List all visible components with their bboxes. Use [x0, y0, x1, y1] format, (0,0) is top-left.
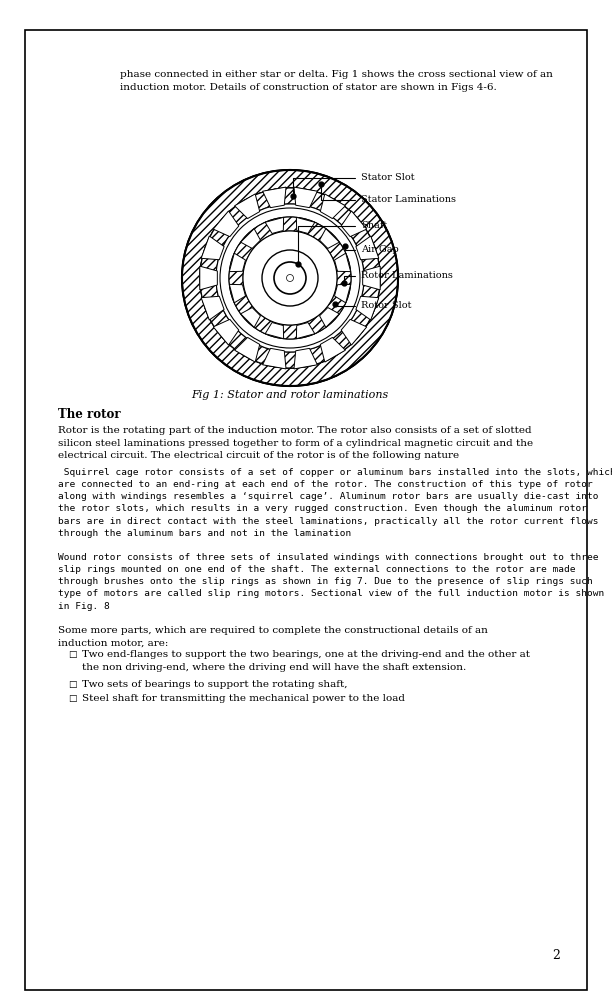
- Text: Rotor Laminations: Rotor Laminations: [361, 271, 453, 280]
- Text: Stator Laminations: Stator Laminations: [361, 196, 456, 205]
- Polygon shape: [265, 323, 283, 339]
- Polygon shape: [296, 218, 315, 234]
- Wedge shape: [200, 188, 380, 368]
- Polygon shape: [201, 296, 224, 320]
- Polygon shape: [234, 338, 259, 362]
- Polygon shape: [213, 320, 239, 345]
- Polygon shape: [200, 266, 217, 290]
- Polygon shape: [320, 194, 345, 219]
- Text: □: □: [68, 680, 76, 689]
- Circle shape: [229, 217, 351, 339]
- Polygon shape: [296, 323, 315, 339]
- Circle shape: [262, 250, 318, 306]
- Text: Air Gap: Air Gap: [361, 246, 399, 254]
- Polygon shape: [356, 236, 379, 260]
- Text: Two sets of bearings to support the rotating shaft,: Two sets of bearings to support the rota…: [82, 680, 348, 689]
- Wedge shape: [229, 217, 351, 339]
- Circle shape: [274, 262, 306, 294]
- Wedge shape: [182, 170, 398, 386]
- Polygon shape: [319, 307, 339, 328]
- Polygon shape: [230, 253, 245, 271]
- Polygon shape: [241, 307, 261, 328]
- Polygon shape: [319, 229, 339, 248]
- Circle shape: [243, 231, 337, 325]
- Text: Shaft: Shaft: [361, 222, 387, 231]
- Polygon shape: [363, 266, 380, 290]
- Polygon shape: [294, 187, 318, 208]
- Polygon shape: [263, 187, 286, 208]
- Text: □: □: [68, 650, 76, 659]
- Text: Two end-flanges to support the two bearings, one at the driving-end and the othe: Two end-flanges to support the two beari…: [82, 650, 530, 671]
- Polygon shape: [213, 211, 239, 237]
- Text: Squirrel cage rotor consists of a set of copper or aluminum bars installed into : Squirrel cage rotor consists of a set of…: [58, 468, 612, 537]
- Polygon shape: [265, 218, 283, 234]
- Polygon shape: [201, 236, 224, 260]
- Polygon shape: [335, 284, 351, 302]
- Text: The rotor: The rotor: [58, 408, 121, 421]
- Circle shape: [286, 274, 294, 281]
- Text: phase connected in either star or delta. Fig 1 shows the cross sectional view of: phase connected in either star or delta.…: [120, 70, 553, 92]
- Circle shape: [200, 188, 380, 368]
- Polygon shape: [234, 194, 259, 219]
- Polygon shape: [294, 349, 318, 369]
- Circle shape: [220, 208, 360, 348]
- Polygon shape: [241, 229, 261, 248]
- Circle shape: [182, 170, 398, 386]
- Polygon shape: [356, 296, 379, 320]
- Text: Rotor is the rotating part of the induction motor. The rotor also consists of a : Rotor is the rotating part of the induct…: [58, 426, 533, 460]
- Text: Some more parts, which are required to complete the constructional details of an: Some more parts, which are required to c…: [58, 626, 488, 647]
- Text: □: □: [68, 694, 76, 703]
- Polygon shape: [341, 211, 367, 237]
- Text: Fig 1: Stator and rotor laminations: Fig 1: Stator and rotor laminations: [192, 390, 389, 400]
- Polygon shape: [335, 253, 351, 271]
- Polygon shape: [320, 338, 345, 362]
- Polygon shape: [263, 349, 286, 369]
- Text: Rotor Slot: Rotor Slot: [361, 301, 411, 310]
- Text: Wound rotor consists of three sets of insulated windings with connections brough: Wound rotor consists of three sets of in…: [58, 553, 604, 611]
- Text: Stator Slot: Stator Slot: [361, 173, 414, 182]
- Text: 2: 2: [552, 949, 560, 962]
- Circle shape: [216, 204, 364, 352]
- Text: Steel shaft for transmitting the mechanical power to the load: Steel shaft for transmitting the mechani…: [82, 694, 405, 703]
- Polygon shape: [230, 284, 245, 302]
- Polygon shape: [341, 320, 367, 345]
